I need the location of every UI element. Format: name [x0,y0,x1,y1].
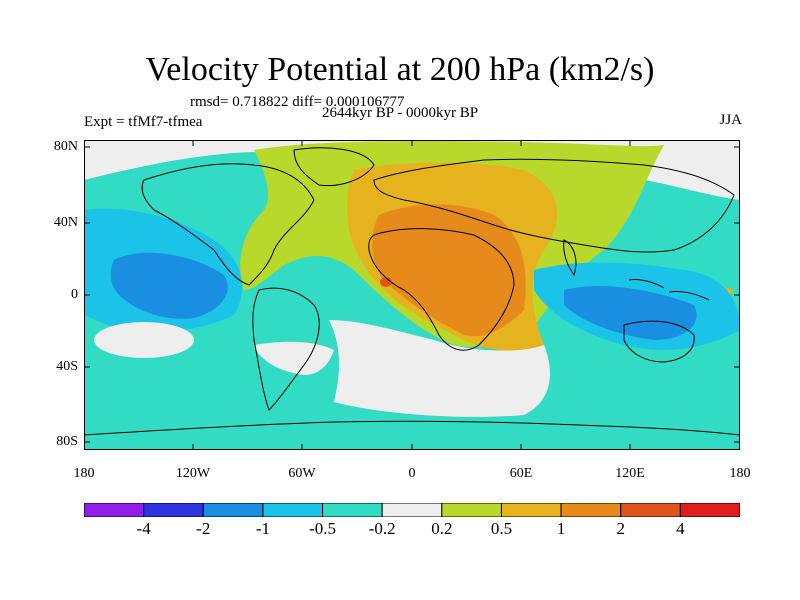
field-band-negative-pacific-core [110,252,228,319]
colorbar-swatch [441,503,502,517]
x-tick-label: 60E [509,466,533,481]
field-band-negative-indian-core [564,285,697,340]
field-band-near-zero-atlantic [329,320,550,417]
season-label: JJA [719,112,742,128]
colorbar-swatch [679,503,740,517]
colorbar-label: -0.2 [368,519,396,538]
y-tick-label: 40S [56,359,78,374]
axis-ticks [84,140,740,450]
x-tick-label: 0 [408,466,416,481]
velocity-potential-map [84,140,740,450]
coastlines [84,147,740,436]
colorbar-label: 4 [676,519,685,538]
colorbar-label: 0.5 [490,519,513,538]
y-tick-label: 0 [71,287,78,302]
rmsd-diff-stats: rmsd= 0.718822 diff= 0.000106777 [190,94,405,110]
y-tick-label: 40N [53,215,78,230]
experiment-label: Expt = tfMf7-tfmea [84,114,203,130]
colorbar-swatch [202,503,264,517]
colorbar-label: 0.2 [431,519,453,538]
field-band-near-zero-southwest [254,341,334,375]
colorbar-swatch [84,503,145,517]
x-tick-label: 120E [615,466,645,481]
field-band-positive-max [380,277,392,287]
period-label: 2644kyr BP - 0000kyr BP [322,105,479,121]
colorbar-label: -4 [136,519,151,538]
colorbar-label: -0.5 [309,519,336,538]
y-tick-label: 80N [53,139,78,154]
colorbar-label: -2 [196,519,211,538]
x-tick-label: 180 [729,466,751,481]
x-tick-label: 120W [175,466,211,481]
colorbar-swatch [143,503,204,517]
field-band-positive-high [372,204,526,337]
x-tick-label: 180 [73,466,95,481]
colorbar [84,503,740,517]
colorbar-swatch [620,503,681,517]
colorbar-swatch [262,503,324,517]
field-band-near-zero-south-pacific [94,322,194,358]
colorbar-label: -1 [255,519,270,538]
colorbar-label: 2 [616,519,625,538]
colorbar-swatch [322,503,383,517]
colorbar-swatch [560,503,622,517]
colorbar-swatch [500,503,562,517]
y-tick-label: 80S [56,434,78,449]
colorbar-label: 1 [556,519,566,538]
colorbar-swatch [381,503,443,517]
map-title: Velocity Potential at 200 hPa (km2/s) [145,51,655,88]
x-tick-label: 60W [288,466,316,481]
